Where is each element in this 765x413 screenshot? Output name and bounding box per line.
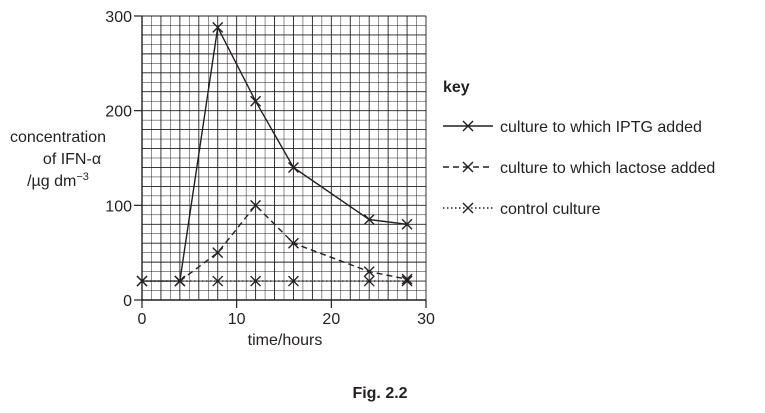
data-point-culture-to-which-iptg-added <box>212 21 224 33</box>
data-point-culture-to-which-lactose-added-stroke <box>287 237 299 249</box>
x-tick-label: 30 <box>417 311 435 328</box>
legend-label-culture-to-which-iptg-added: culture to which IPTG added <box>500 119 702 136</box>
data-point-control-culture-stroke <box>136 275 148 287</box>
figure-caption: Fig. 2.2 <box>352 385 407 402</box>
legend-label-culture-to-which-lactose-added: culture to which lactose added <box>500 160 715 177</box>
data-point-culture-to-which-lactose-added <box>401 273 413 285</box>
y-axis-label-line-3: /µg dm−3 <box>27 171 89 190</box>
data-point-culture-to-which-iptg-added-stroke <box>250 95 262 107</box>
x-tick-label: 0 <box>138 311 147 328</box>
y-tick-label: 0 <box>123 293 132 310</box>
data-point-culture-to-which-iptg-added-stroke <box>212 21 224 33</box>
data-point-control-culture <box>212 275 224 287</box>
legend-marker-control-culture <box>462 202 474 214</box>
data-point-culture-to-which-iptg-added <box>287 161 299 173</box>
data-point-culture-to-which-lactose-added <box>250 199 262 211</box>
y-axis-label-line-2: of IFN-α <box>43 151 101 168</box>
chart-series <box>136 21 413 287</box>
data-point-control-culture <box>287 275 299 287</box>
y-axis-label-superscript: −3 <box>76 171 89 183</box>
data-point-control-culture <box>174 275 186 287</box>
data-point-culture-to-which-iptg-added-stroke <box>287 161 299 173</box>
data-point-culture-to-which-iptg-added <box>401 218 413 230</box>
data-point-control-culture <box>401 275 413 287</box>
y-tick-label: 200 <box>105 104 132 121</box>
legend-title: key <box>443 79 470 96</box>
data-point-control-culture <box>136 275 148 287</box>
data-point-control-culture-stroke <box>401 275 413 287</box>
data-point-culture-to-which-lactose-added <box>363 266 375 278</box>
data-point-culture-to-which-lactose-added-stroke <box>250 199 262 211</box>
data-point-culture-to-which-iptg-added <box>363 214 375 226</box>
data-point-control-culture-stroke <box>363 275 375 287</box>
y-tick-label: 300 <box>105 9 132 26</box>
legend-marker-control-culture-stroke <box>462 202 474 214</box>
chart-axes: 0 100 200 300 0 10 20 30 <box>105 9 435 328</box>
data-point-control-culture <box>363 275 375 287</box>
series-line-culture-to-which-lactose-added <box>179 204 408 282</box>
chart-legend: culture to which IPTG added culture to wh… <box>443 119 715 218</box>
data-point-culture-to-which-iptg-added-stroke <box>363 214 375 226</box>
x-axis-label: time/hours <box>248 332 323 349</box>
chart-grid <box>141 15 427 301</box>
data-point-control-culture-stroke <box>287 275 299 287</box>
y-axis-label-units: /µg dm <box>27 173 76 190</box>
data-point-control-culture-stroke <box>250 275 262 287</box>
legend-label-control-culture: control culture <box>500 201 601 218</box>
y-axis-label-line-1: concentration <box>10 129 106 146</box>
data-point-culture-to-which-lactose-added <box>212 247 224 259</box>
data-point-control-culture <box>250 275 262 287</box>
legend-marker-culture-to-which-lactose-added <box>462 161 474 173</box>
data-point-culture-to-which-iptg-added <box>250 95 262 107</box>
data-point-control-culture-stroke <box>212 275 224 287</box>
data-point-culture-to-which-lactose-added <box>287 237 299 249</box>
data-point-culture-to-which-lactose-added-stroke <box>363 266 375 278</box>
data-point-culture-to-which-lactose-added-stroke <box>401 273 413 285</box>
data-point-control-culture-stroke <box>174 275 186 287</box>
x-tick-label: 20 <box>322 311 340 328</box>
data-point-culture-to-which-lactose-added-stroke <box>212 247 224 259</box>
x-tick-label: 10 <box>228 311 246 328</box>
data-point-culture-to-which-iptg-added-stroke <box>401 218 413 230</box>
legend-marker-culture-to-which-iptg-added-stroke <box>462 120 474 132</box>
y-tick-label: 100 <box>105 198 132 215</box>
legend-marker-culture-to-which-iptg-added <box>462 120 474 132</box>
legend-marker-culture-to-which-lactose-added-stroke <box>462 161 474 173</box>
